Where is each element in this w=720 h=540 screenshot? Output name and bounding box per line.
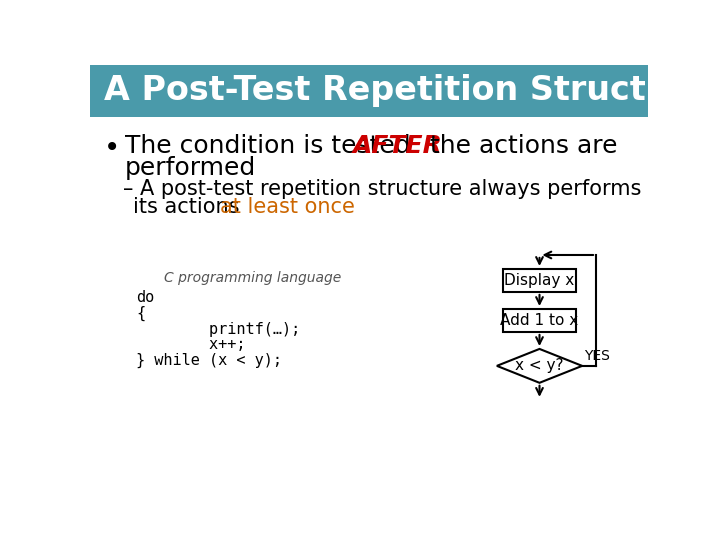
Text: – A post-test repetition structure always performs: – A post-test repetition structure alway… [122, 179, 641, 199]
Text: AFTER: AFTER [352, 134, 442, 158]
FancyBboxPatch shape [503, 269, 576, 292]
Polygon shape [497, 349, 582, 383]
Bar [90, 65, 648, 117]
Text: printf(…);: printf(…); [137, 322, 301, 337]
Text: Add 1 to x: Add 1 to x [500, 313, 579, 328]
Text: x++;: x++; [137, 338, 246, 353]
Text: do: do [137, 291, 155, 306]
Text: YES: YES [584, 349, 610, 363]
Text: The condition is tested: The condition is tested [125, 134, 418, 158]
Text: C programming language: C programming language [164, 271, 341, 285]
FancyBboxPatch shape [503, 309, 576, 332]
Text: performed: performed [125, 156, 256, 180]
Text: at least once: at least once [220, 197, 355, 217]
Text: A Post-Test Repetition Structure: A Post-Test Repetition Structure [104, 75, 708, 107]
Text: the actions are: the actions are [422, 134, 618, 158]
Text: x < y?: x < y? [516, 359, 564, 373]
Text: } while (x < y);: } while (x < y); [137, 353, 282, 368]
Text: {: { [137, 306, 145, 321]
Text: •: • [104, 134, 120, 162]
Text: its actions: its actions [132, 197, 246, 217]
Text: Display x: Display x [505, 273, 575, 288]
